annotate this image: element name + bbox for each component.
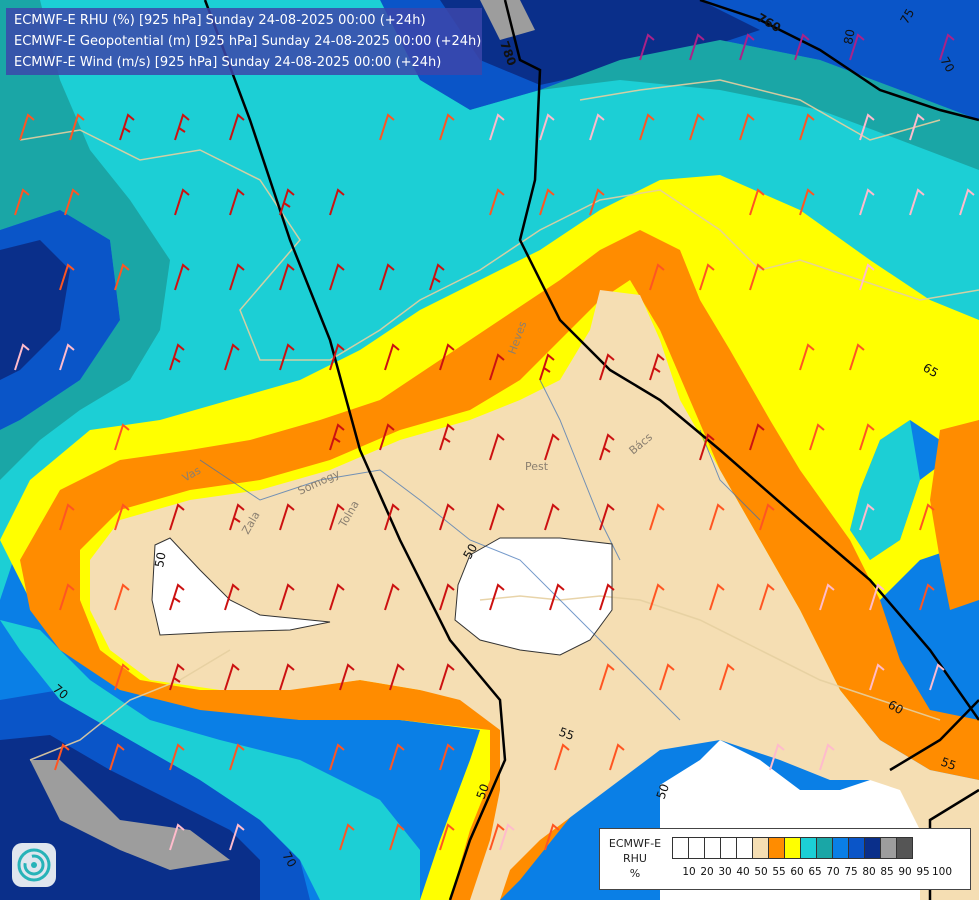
legend-tick-label: 10	[682, 866, 696, 878]
svg-text:60: 60	[886, 697, 906, 717]
svg-text:65: 65	[921, 360, 941, 380]
legend-title: ECMWF-E RHU %	[608, 837, 662, 880]
legend-ticks: 10 20 30 40 50 55 60 65 70 75 80 85 90 95 100	[680, 866, 953, 878]
legend-swatch	[736, 837, 753, 859]
legend-tick-label: 85	[880, 866, 894, 878]
legend-swatch	[768, 837, 785, 859]
legend-swatch	[672, 837, 689, 859]
legend-tick-label: 100	[932, 866, 953, 878]
title-line-rhu: ECMWF-E RHU (%) [925 hPa] Sunday 24-08-2…	[14, 13, 426, 28]
svg-text:50: 50	[474, 782, 492, 801]
legend-swatch	[864, 837, 881, 859]
svg-text:80: 80	[841, 28, 857, 45]
svg-text:70: 70	[937, 55, 957, 75]
svg-text:55: 55	[939, 755, 958, 773]
svg-text:70: 70	[279, 850, 299, 870]
legend-tick-label: 30	[718, 866, 732, 878]
title-line-geopotential: ECMWF-E Geopotential (m) [925 hPa] Sunda…	[14, 34, 482, 49]
legend-swatch	[832, 837, 849, 859]
legend-swatch	[704, 837, 721, 859]
legend-swatch	[784, 837, 801, 859]
legend-swatch	[800, 837, 817, 859]
legend-tick-label: 20	[700, 866, 714, 878]
legend-tick-label: 65	[808, 866, 822, 878]
legend-tick-label: 90	[898, 866, 912, 878]
legend-swatch	[752, 837, 769, 859]
title-line-wind: ECMWF-E Wind (m/s) [925 hPa] Sunday 24-0…	[14, 55, 442, 70]
legend-swatches	[672, 837, 913, 859]
svg-text:75: 75	[897, 6, 917, 26]
legend-tick-label: 70	[826, 866, 840, 878]
legend-tick-label: 60	[790, 866, 804, 878]
legend-tick-label: 55	[772, 866, 786, 878]
svg-text:50: 50	[460, 541, 480, 561]
legend-tick-label: 50	[754, 866, 768, 878]
legend-tick-label: 75	[844, 866, 858, 878]
svg-text:50: 50	[654, 782, 672, 801]
legend-swatch	[688, 837, 705, 859]
ecmwf-swirl-logo-icon	[12, 843, 56, 887]
svg-text:50: 50	[152, 551, 168, 568]
svg-text:Pest: Pest	[525, 460, 549, 473]
legend-swatch	[880, 837, 897, 859]
map-title-box: ECMWF-E RHU (%) [925 hPa] Sunday 24-08-2…	[6, 8, 482, 75]
legend-swatch	[896, 837, 913, 859]
legend-tick-label: 95	[916, 866, 930, 878]
legend-swatch	[720, 837, 737, 859]
svg-text:55: 55	[557, 725, 576, 743]
legend-tick-label: 80	[862, 866, 876, 878]
legend-swatch	[816, 837, 833, 859]
legend-tick-label: 40	[736, 866, 750, 878]
legend-swatch	[848, 837, 865, 859]
color-legend: ECMWF-E RHU % 10 20 30 40 50 55 60 65 70 75 80 85 90…	[599, 828, 971, 890]
